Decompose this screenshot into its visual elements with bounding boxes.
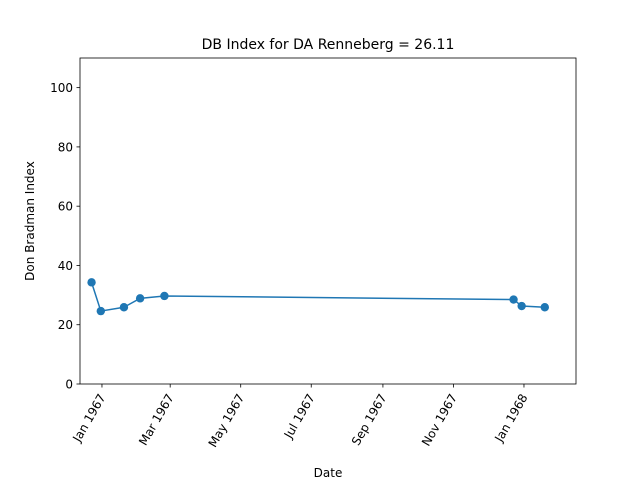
data-point [540, 303, 549, 312]
y-tick-label: 80 [58, 140, 73, 154]
data-point [87, 278, 96, 287]
data-point [135, 294, 145, 303]
y-axis-title: Don Bradman Index [23, 161, 37, 281]
data-point [509, 295, 518, 304]
y-tick-label: 0 [65, 378, 73, 392]
data-point [119, 303, 129, 312]
y-tick-label: 100 [50, 81, 73, 95]
x-axis-title: Date [314, 466, 343, 480]
y-axis-ticks: 0 20 40 60 80 100 [50, 81, 80, 392]
chart-title: DB Index for DA Renneberg = 26.11 [202, 37, 455, 53]
y-tick-label: 40 [58, 259, 73, 273]
y-tick-label: 60 [58, 200, 73, 214]
y-tick-label: 20 [58, 318, 73, 332]
data-series [87, 278, 549, 316]
plot-frame [79, 57, 577, 385]
data-point [517, 301, 526, 311]
data-point [160, 291, 169, 301]
data-point [96, 306, 106, 316]
